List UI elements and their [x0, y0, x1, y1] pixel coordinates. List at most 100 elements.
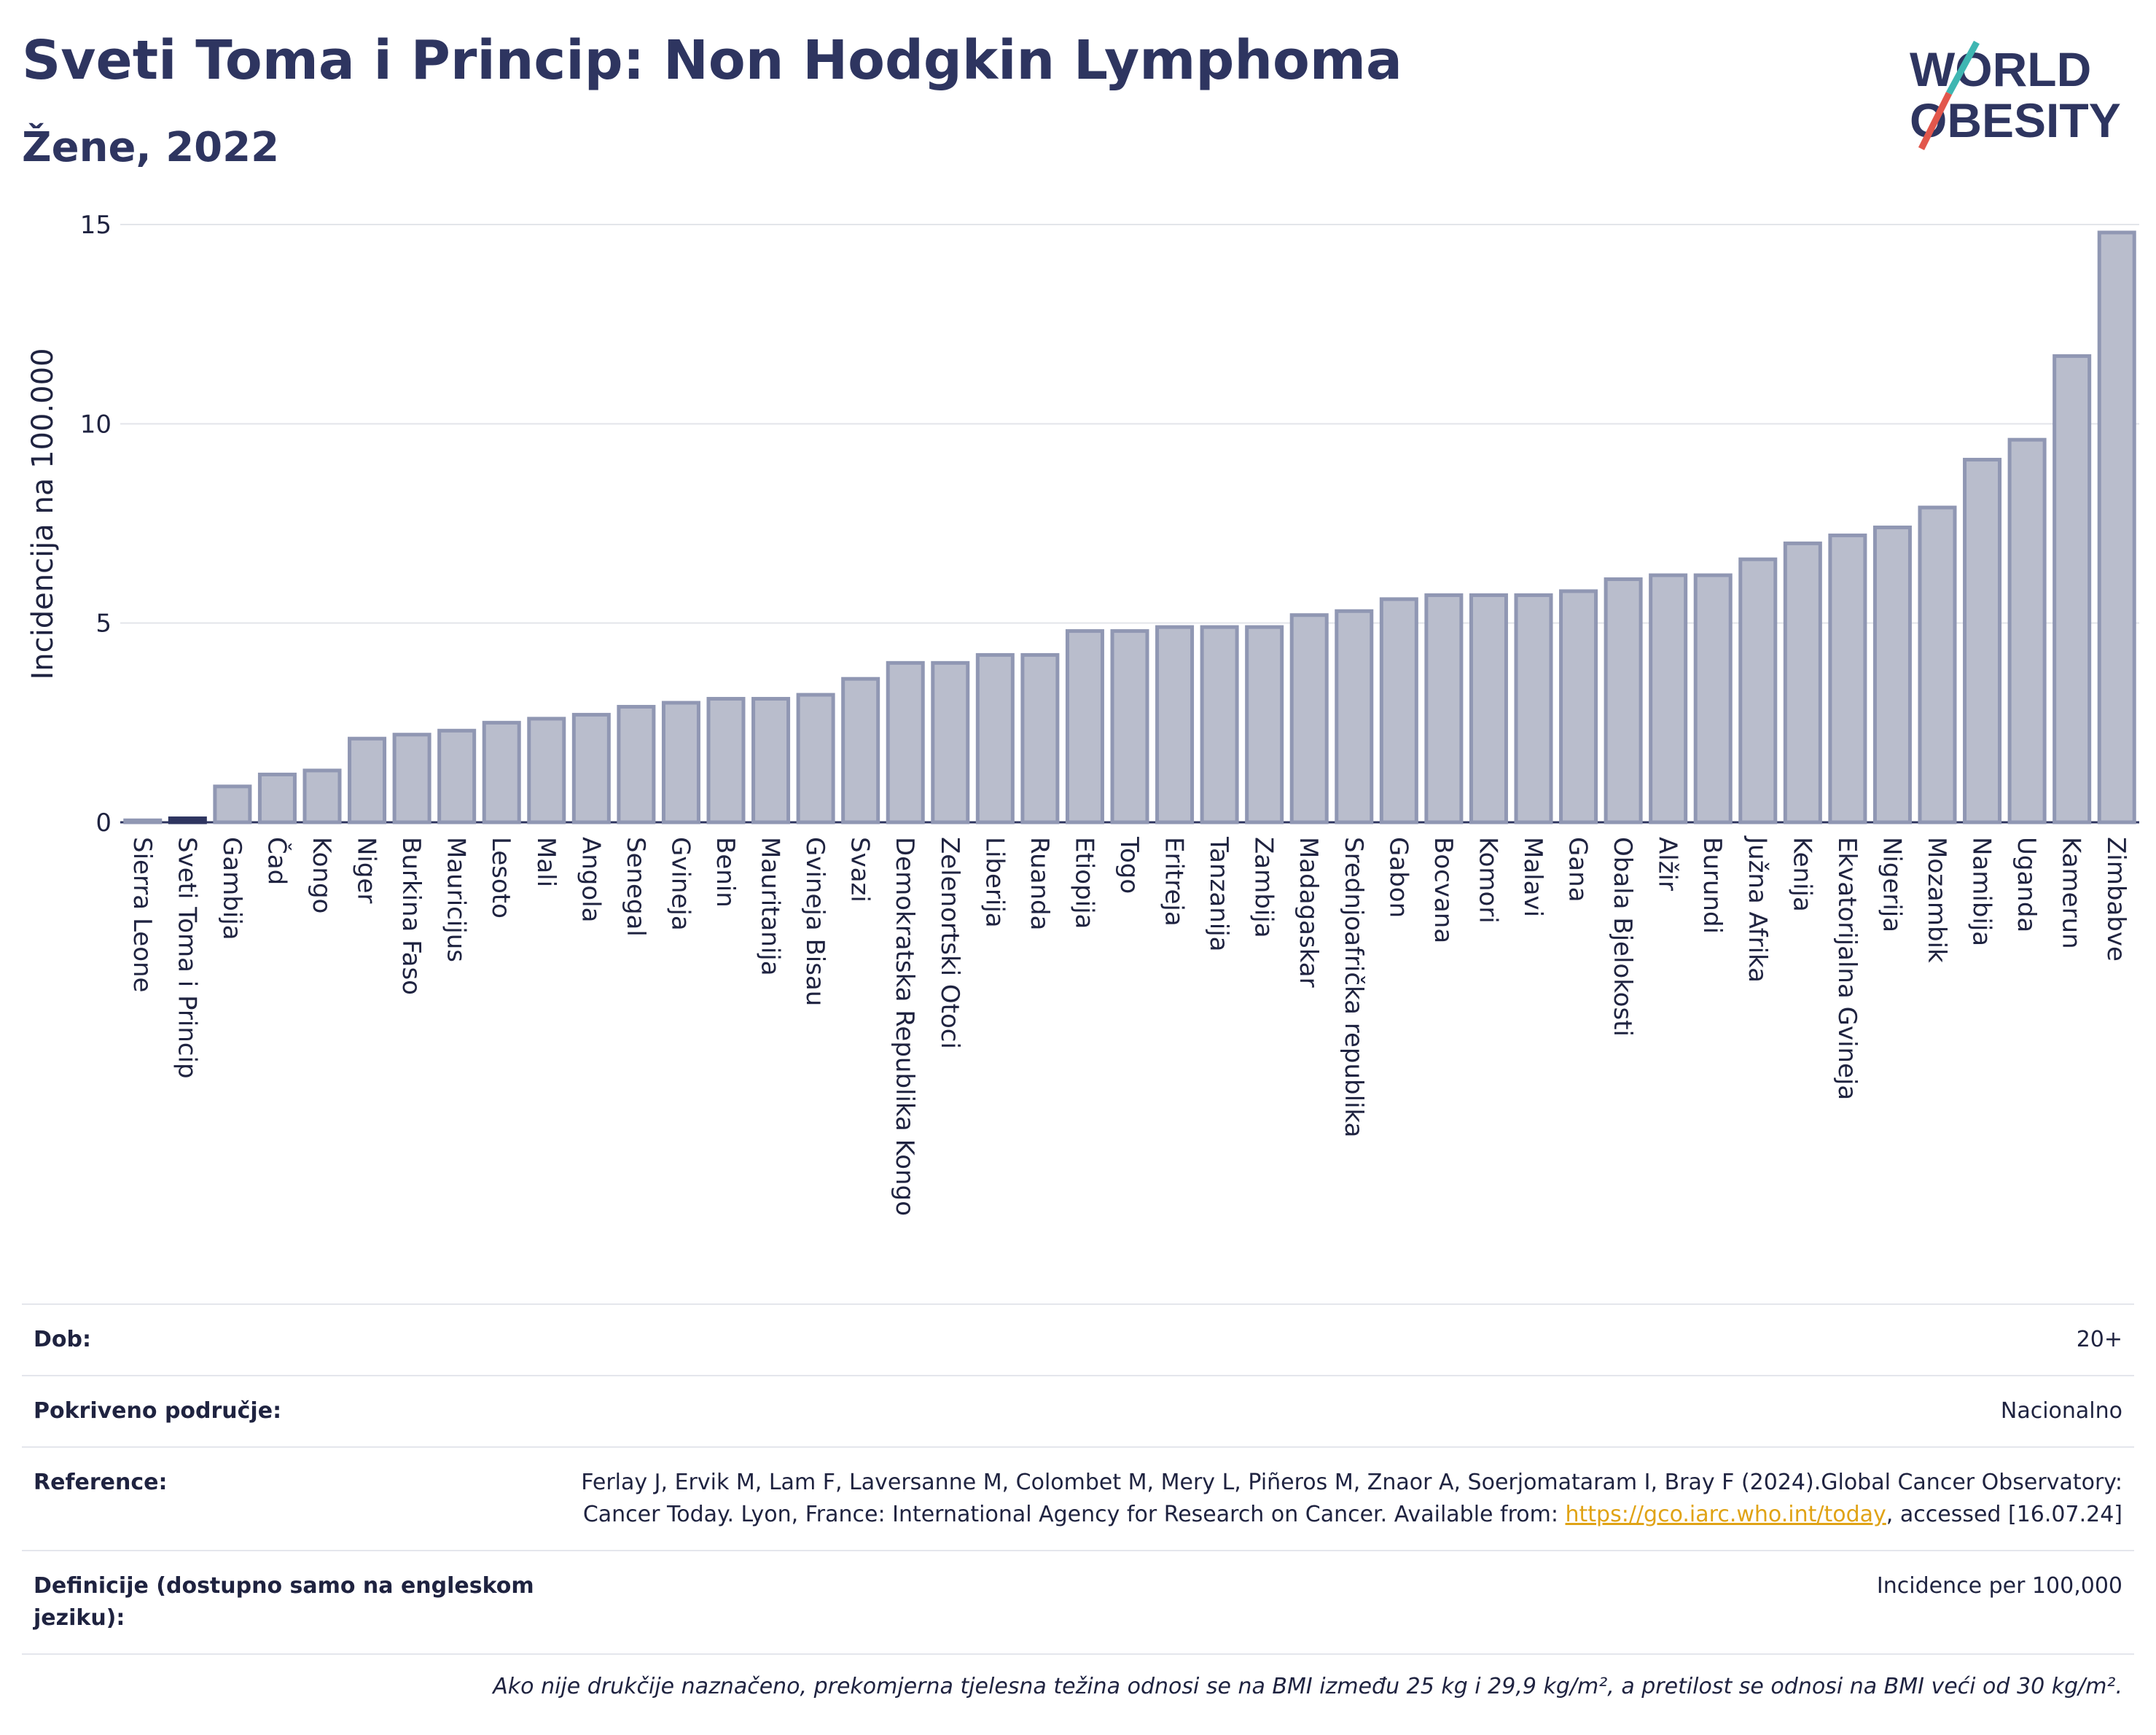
y-tick-labels: 0 5 10 15: [80, 211, 112, 838]
x-tick-label: Angola: [576, 837, 605, 922]
bar-6: [392, 733, 431, 824]
x-tick-label: Mauricijus: [442, 837, 471, 962]
x-tick-label: Burundi: [1698, 837, 1727, 934]
bar-10: [571, 712, 611, 824]
x-tick-label: Tanzanija: [1204, 836, 1233, 951]
bar-0: [123, 818, 163, 824]
bar-3: [257, 772, 297, 824]
bar-2: [213, 784, 252, 824]
x-tick-label: Svazi: [845, 837, 875, 902]
x-tick-label: Zimbabve: [2101, 837, 2130, 962]
x-tick-label: Gvineja: [665, 837, 695, 931]
x-tick-label: Benin: [711, 837, 740, 908]
x-tick-label: Nigerija: [1877, 837, 1906, 932]
x-tick-label: Eritreja: [1160, 837, 1189, 927]
x-tick-label: Namibija: [1967, 837, 1996, 946]
footnote: Ako nije drukčije naznačeno, prekomjerna…: [493, 1674, 2122, 1699]
x-tick-label: Gana: [1563, 837, 1593, 902]
x-tick-label: Kamerun: [2057, 837, 2086, 949]
bar-4: [302, 768, 342, 824]
bar-32: [1559, 589, 1598, 824]
logo-slash-teal: [1946, 40, 1980, 95]
x-tick-label: Bocvana: [1429, 837, 1458, 943]
x-tick-label: Demokratska Republika Kongo: [890, 837, 919, 1216]
bar-38: [1828, 533, 1867, 824]
bar-7: [437, 728, 477, 824]
metadata-table: Dob: 20+ Pokriveno područje: Nacionalno …: [22, 1303, 2134, 1718]
x-tick-label: Ekvatorijalna Gvineja: [1832, 837, 1862, 1100]
bar-22: [1110, 629, 1149, 824]
reference-accessed: , accessed [16.07.24]: [1886, 1502, 2122, 1527]
x-tick-label: Madagaskar: [1294, 837, 1323, 988]
x-tick-label: Burkina Faso: [397, 837, 426, 995]
x-tick-label: Niger: [352, 837, 381, 903]
meta-value: 20+: [2076, 1327, 2122, 1352]
x-tick-label: Gvineja Bisau: [800, 837, 829, 1006]
x-tick-label: Uganda: [2012, 837, 2041, 932]
bar-37: [1783, 541, 1822, 824]
meta-row-definitions: Definicije (dostupno samo na engleskom j…: [22, 1550, 2134, 1655]
meta-value: Nacionalno: [2000, 1398, 2122, 1424]
bar-35: [1693, 573, 1733, 824]
chart-title: Sveti Toma i Princip: Non Hodgkin Lympho…: [22, 29, 1402, 92]
meta-label: Pokriveno područje:: [34, 1398, 282, 1424]
logo-slash-red: [1918, 91, 1953, 151]
bars: [123, 230, 2136, 824]
x-tick-label: Čad: [262, 837, 292, 885]
bar-29: [1424, 593, 1464, 824]
x-tick-label: Mali: [531, 837, 561, 887]
bar-28: [1379, 597, 1418, 824]
x-tick-label: Komori: [1473, 837, 1502, 924]
x-tick-label: Liberija: [980, 837, 1009, 928]
bar-16: [841, 677, 880, 824]
y-tick-label: 10: [80, 410, 112, 439]
x-tick-labels: Sierra Leone Sveti Toma i Princip Gambija Č…: [128, 835, 2130, 1216]
bar-43: [2053, 354, 2092, 824]
x-tick-label: Gabon: [1383, 837, 1413, 918]
bar-21: [1065, 629, 1104, 824]
bar-14: [751, 697, 791, 824]
bar-13: [706, 697, 746, 824]
x-tick-label: Ruanda: [1025, 837, 1054, 930]
bar-12: [661, 701, 700, 824]
x-tick-label: Mozambik: [1922, 837, 1951, 963]
x-tick-label: Alžir: [1653, 837, 1682, 891]
x-tick-label: Srednjoafrička republika: [1339, 837, 1368, 1137]
bar-36: [1738, 557, 1778, 824]
bar-34: [1649, 573, 1688, 824]
x-tick-label: Zambija: [1249, 837, 1278, 938]
bar-5: [348, 736, 387, 824]
bar-30: [1469, 593, 1508, 824]
bar-41: [1963, 458, 2002, 824]
bar-chart: 0 5 10 15 Sierra Leone Sveti Toma i Princip G…: [26, 211, 2139, 1216]
bar-40: [1918, 505, 1957, 824]
bar-25: [1245, 625, 1284, 824]
bar-9: [527, 717, 566, 824]
bar-11: [617, 704, 656, 824]
bar-1: [168, 816, 207, 824]
x-tick-label: Sierra Leone: [128, 837, 157, 992]
x-tick-label: Mauritanija: [756, 837, 785, 976]
bar-31: [1514, 593, 1553, 824]
x-tick-label: Kenija: [1787, 837, 1816, 912]
logo-line-1: WORLD: [1910, 42, 2091, 96]
bar-27: [1335, 609, 1374, 824]
y-tick-label: 0: [95, 808, 112, 838]
bar-24: [1200, 625, 1239, 824]
reference-link[interactable]: https://gco.iarc.who.int/today: [1565, 1502, 1886, 1527]
meta-label: Definicije (dostupno samo na engleskom j…: [34, 1573, 534, 1631]
chart-subtitle: Žene, 2022: [22, 124, 280, 171]
x-tick-label: Kongo: [307, 837, 336, 913]
bar-17: [886, 660, 925, 824]
bar-18: [931, 660, 970, 824]
x-tick-label: Gambija: [217, 837, 246, 940]
bar-8: [482, 720, 521, 824]
y-tick-label: 5: [95, 609, 112, 639]
bar-19: [975, 652, 1015, 824]
meta-row-coverage: Pokriveno područje: Nacionalno: [22, 1375, 2134, 1446]
bar-39: [1872, 525, 1912, 824]
x-tick-label: Lesoto: [486, 837, 515, 919]
bar-33: [1604, 577, 1643, 824]
bar-23: [1155, 625, 1195, 824]
meta-label: Reference:: [34, 1470, 168, 1495]
